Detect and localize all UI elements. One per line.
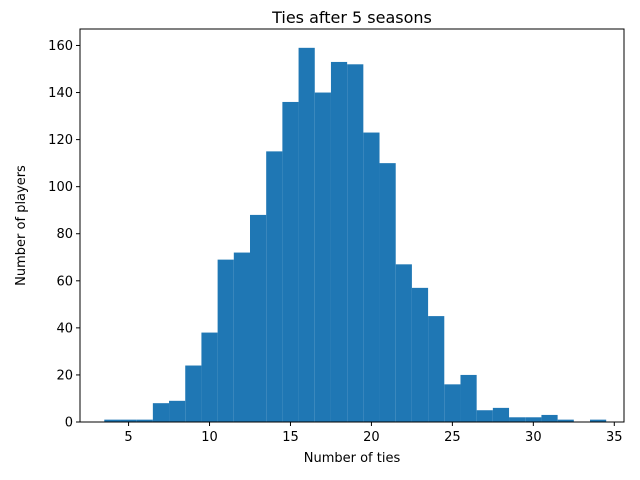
- y-tick-label: 80: [56, 227, 73, 242]
- y-tick-label: 160: [48, 39, 73, 54]
- histogram-bar: [460, 374, 477, 422]
- chart-title: Ties after 5 seasons: [271, 8, 432, 27]
- histogram-bar: [395, 264, 412, 422]
- x-tick-label: 35: [606, 430, 623, 445]
- histogram-bar: [266, 151, 283, 422]
- histogram-bar: [185, 365, 202, 422]
- histogram-bar: [379, 163, 396, 422]
- histogram-bar: [525, 417, 542, 422]
- histogram-bar: [282, 101, 299, 423]
- x-tick-label: 25: [444, 430, 461, 445]
- histogram-bar: [217, 259, 234, 422]
- histogram-bar: [347, 64, 364, 422]
- x-tick-label: 10: [201, 430, 218, 445]
- x-tick-label: 30: [525, 430, 542, 445]
- histogram-bar: [411, 287, 429, 422]
- histogram-bar: [476, 410, 493, 422]
- histogram-bar: [314, 92, 331, 422]
- histogram-bar: [330, 61, 348, 422]
- y-tick-label: 140: [48, 86, 73, 101]
- histogram-bar: [492, 407, 510, 422]
- y-tick-label: 60: [56, 274, 73, 289]
- histogram-bar: [201, 332, 218, 422]
- x-tick-label: 15: [282, 430, 299, 445]
- plot-frame: [79, 28, 625, 423]
- histogram-bar: [136, 419, 153, 422]
- y-axis-ticks: 0 20 40 60 80 100 120 140 160: [48, 39, 80, 431]
- histogram-bar: [363, 132, 380, 422]
- x-tick-label: 20: [363, 430, 380, 445]
- histogram-bar: [557, 419, 574, 422]
- histogram-bar: [541, 414, 558, 422]
- histogram-bar: [104, 419, 121, 422]
- histogram-bar: [233, 252, 250, 422]
- x-axis-ticks: 5 10 15 20 25 30 35: [124, 422, 623, 445]
- y-axis-label: Number of players: [14, 165, 29, 286]
- y-tick-label: 120: [48, 133, 73, 148]
- y-tick-label: 0: [65, 416, 73, 431]
- histogram-bar: [169, 400, 186, 422]
- histogram-bar: [120, 419, 137, 422]
- histogram-bar: [152, 403, 170, 422]
- x-tick-label: 5: [124, 430, 132, 445]
- y-tick-label: 20: [56, 368, 73, 383]
- histogram-bar: [250, 214, 267, 422]
- x-axis-label: Number of ties: [304, 451, 401, 466]
- y-tick-label: 40: [56, 321, 73, 336]
- y-tick-label: 100: [48, 180, 73, 195]
- histogram-bar: [444, 384, 461, 422]
- histogram-bars: [104, 47, 607, 423]
- histogram-bar: [509, 417, 526, 422]
- histogram-bar: [590, 419, 607, 422]
- histogram-bar: [298, 47, 315, 422]
- histogram-bar: [428, 316, 445, 422]
